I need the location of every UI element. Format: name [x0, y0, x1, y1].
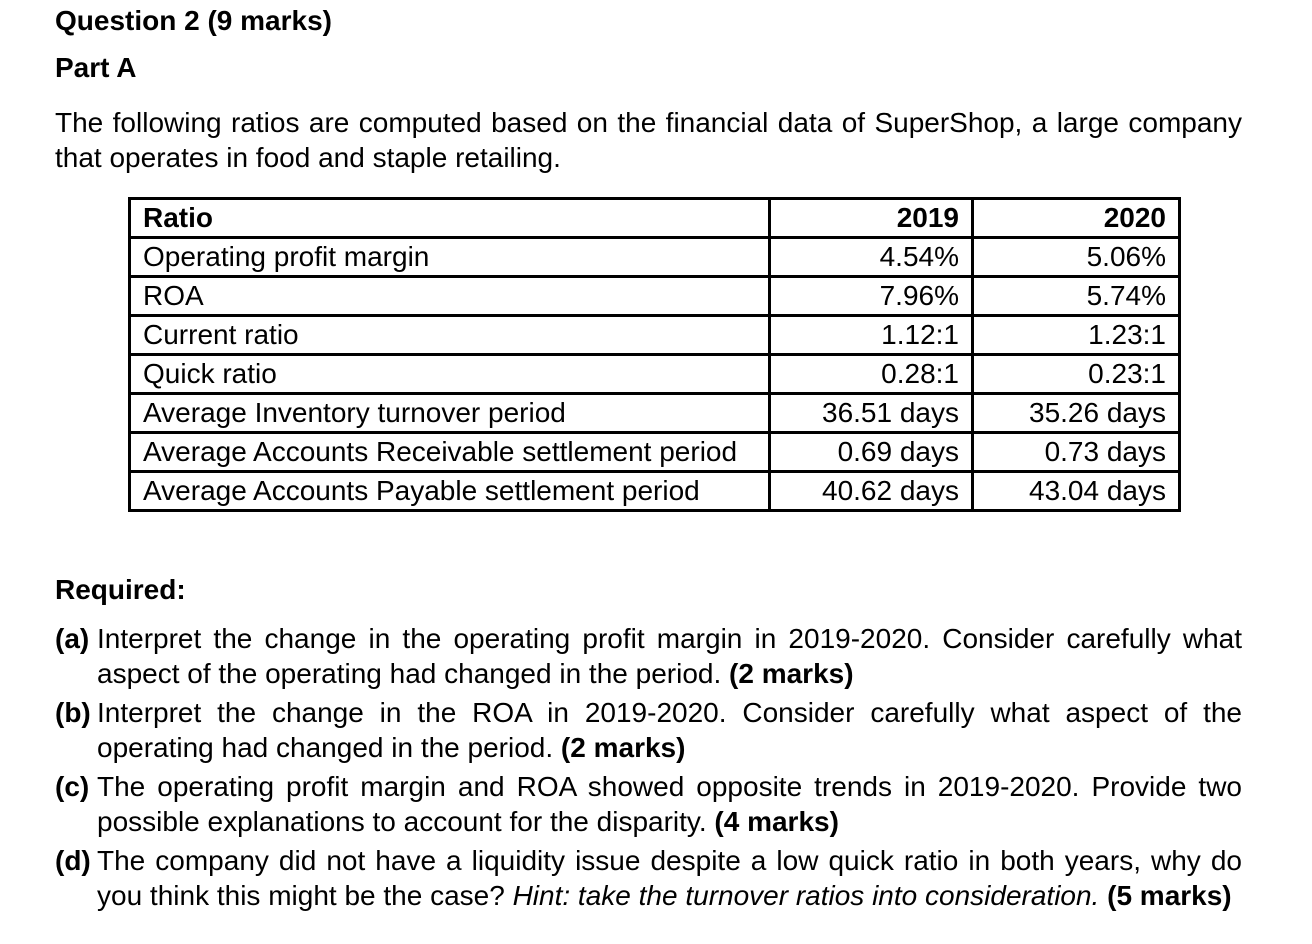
item-marker: (d): [55, 845, 91, 876]
required-heading: Required:: [55, 574, 186, 605]
table-row: Operating profit margin 4.54% 5.06%: [128, 236, 1181, 278]
ratio-value-2019: 0.28:1: [768, 353, 974, 395]
ratio-value-2019: 7.96%: [768, 275, 974, 317]
ratio-value-2020: 1.23:1: [971, 314, 1181, 356]
ratio-value-2020: 35.26 days: [971, 392, 1181, 434]
required-item-d: (d) The company did not have a liquidity …: [55, 843, 1242, 913]
header-2019: 2019: [768, 197, 974, 239]
ratio-name: Average Inventory turnover period: [128, 392, 771, 434]
part-title: Part A: [55, 52, 137, 83]
item-text: The operating profit margin and ROA show…: [97, 771, 1242, 837]
table-header-row: Ratio 2019 2020: [128, 197, 1181, 239]
item-marks: (2 marks): [560, 732, 686, 763]
table-row: Average Accounts Receivable settlement p…: [128, 431, 1181, 473]
ratio-name: Quick ratio: [128, 353, 771, 395]
item-marks: (4 marks): [714, 806, 839, 837]
item-marker: (a): [55, 623, 90, 654]
table-row: Current ratio 1.12:1 1.23:1: [128, 314, 1181, 356]
ratio-name: ROA: [128, 275, 771, 317]
ratio-value-2020: 5.06%: [971, 236, 1181, 278]
ratios-table: Ratio 2019 2020 Operating profit margin …: [128, 197, 1181, 512]
table-row: Quick ratio 0.28:1 0.23:1: [128, 353, 1181, 395]
item-marker: (b): [55, 697, 91, 728]
table-row: Average Accounts Payable settlement peri…: [128, 470, 1181, 512]
ratio-value-2019: 1.12:1: [768, 314, 974, 356]
table-row: ROA 7.96% 5.74%: [128, 275, 1181, 317]
item-marker: (c): [55, 771, 90, 802]
ratio-value-2019: 40.62 days: [768, 470, 974, 512]
item-hint: Hint: take the turnover ratios into cons…: [512, 880, 1100, 911]
item-marks: (5 marks): [1107, 880, 1232, 911]
required-item-b: (b) Interpret the change in the ROA in 20…: [55, 695, 1242, 765]
ratio-value-2020: 5.74%: [971, 275, 1181, 317]
ratio-name: Operating profit margin: [128, 236, 771, 278]
ratio-value-2019: 36.51 days: [768, 392, 974, 434]
ratio-name: Average Accounts Receivable settlement p…: [128, 431, 771, 473]
ratio-value-2019: 4.54%: [768, 236, 974, 278]
item-marks: (2 marks): [729, 658, 854, 689]
item-text: The company did not have a liquidity iss…: [97, 845, 1242, 911]
required-list: (a) Interpret the change in the operating…: [55, 621, 1242, 913]
required-item-c: (c) The operating profit margin and ROA s…: [55, 769, 1242, 839]
header-ratio: Ratio: [128, 197, 771, 239]
ratio-name: Average Accounts Payable settlement peri…: [128, 470, 771, 512]
item-text: Interpret the change in the ROA in 2019-…: [97, 697, 1242, 763]
header-2020: 2020: [971, 197, 1181, 239]
ratio-value-2019: 0.69 days: [768, 431, 974, 473]
item-text: Interpret the change in the operating pr…: [97, 623, 1242, 689]
ratio-name: Current ratio: [128, 314, 771, 356]
ratio-value-2020: 0.73 days: [971, 431, 1181, 473]
intro-paragraph: The following ratios are computed based …: [55, 107, 1242, 173]
table-row: Average Inventory turnover period 36.51 …: [128, 392, 1181, 434]
required-item-a: (a) Interpret the change in the operating…: [55, 621, 1242, 691]
ratio-value-2020: 43.04 days: [971, 470, 1181, 512]
ratio-value-2020: 0.23:1: [971, 353, 1181, 395]
question-title: Question 2 (9 marks): [55, 5, 332, 36]
